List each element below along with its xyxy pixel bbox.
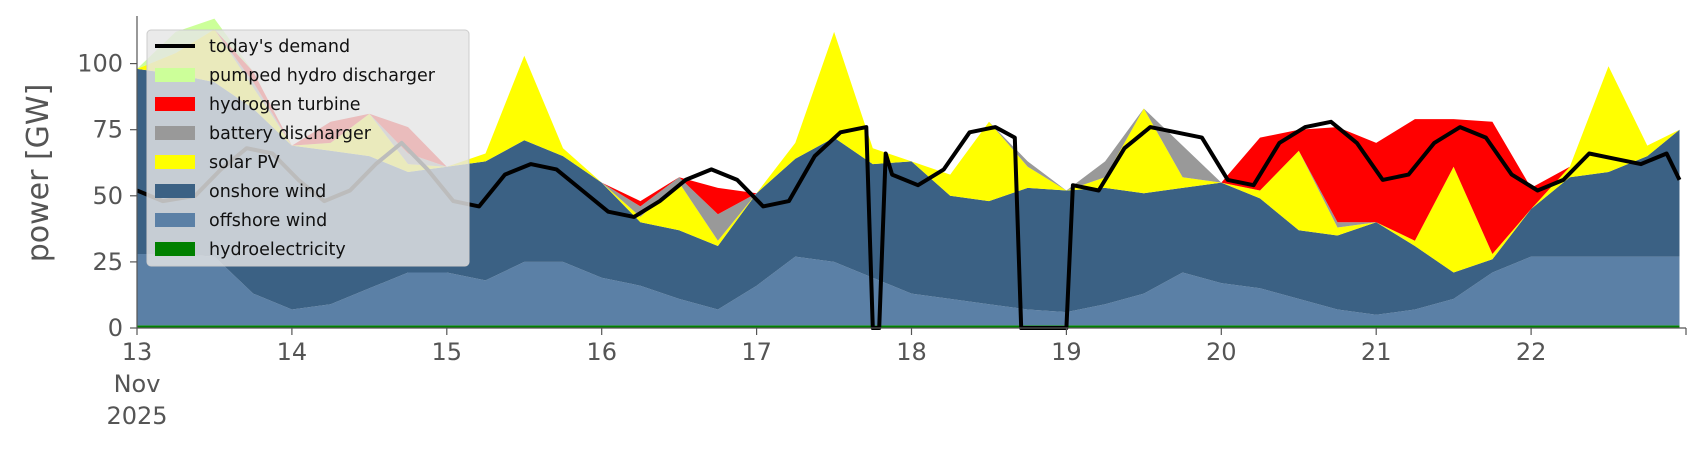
legend: today's demand pumped hydro discharger hyd… [146, 29, 470, 267]
area-offshore-wind [137, 254, 1680, 326]
area-solar-pv [137, 29, 1680, 273]
legend-label: solar PV [209, 153, 280, 173]
y-tick-label: 75 [92, 116, 123, 144]
y-tick-label: 50 [92, 182, 123, 210]
area-hydrogen-turbine [137, 29, 1680, 255]
legend-box [146, 29, 470, 267]
legend-swatch [155, 97, 195, 111]
x-tick-label: Nov [114, 370, 161, 398]
x-tick-label: 21 [1361, 338, 1392, 366]
x-tick-label: 22 [1516, 338, 1547, 366]
x-tick-label: 15 [432, 338, 463, 366]
legend-swatch [155, 213, 195, 227]
y-tick-label: 25 [92, 248, 123, 276]
legend-label: hydrogen turbine [209, 95, 361, 115]
legend-label: offshore wind [209, 211, 327, 231]
x-tick-label: 17 [741, 338, 772, 366]
y-tick-label: 100 [77, 50, 123, 78]
legend-label: today's demand [209, 37, 350, 57]
x-tick-label: 2025 [106, 402, 167, 430]
x-tick-label: 20 [1206, 338, 1237, 366]
y-tick-label: 0 [108, 314, 123, 342]
x-tick-label: 19 [1051, 338, 1082, 366]
legend-swatch [155, 126, 195, 140]
legend-label: battery discharger [209, 124, 372, 144]
stacked-areas [137, 18, 1680, 328]
legend-label: hydroelectricity [209, 240, 346, 260]
legend-swatch [155, 155, 195, 169]
x-tick-label: 13 [122, 338, 153, 366]
x-tick-label: 18 [896, 338, 927, 366]
legend-swatch [155, 184, 195, 198]
area-hydroelectricity [137, 325, 1680, 328]
x-tick-label: 14 [277, 338, 308, 366]
x-tick-label: 16 [586, 338, 617, 366]
legend-swatch [155, 242, 195, 256]
legend-label: onshore wind [209, 182, 326, 202]
y-axis-label: power [GW] [21, 84, 56, 263]
area-onshore-wind [137, 68, 1680, 315]
legend-swatch [155, 68, 195, 82]
axes: 0 25 50 75 100 13 Nov 2025 14 15 16 17 18 19 20 21 22 [77, 16, 1687, 430]
legend-label: pumped hydro discharger [209, 66, 436, 86]
